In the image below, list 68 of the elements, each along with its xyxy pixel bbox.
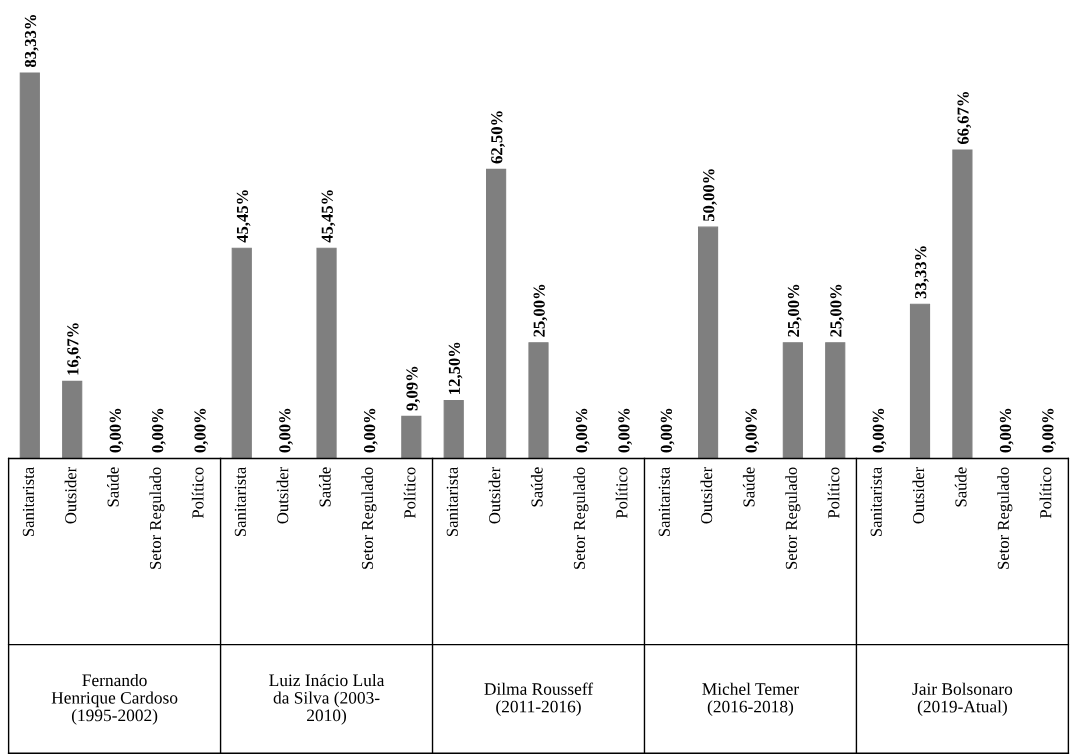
bar: [19, 72, 40, 459]
x-tick-label: Outsider: [912, 466, 925, 524]
x-tick-label: Político: [403, 467, 416, 519]
x-tick-label: Saúde: [530, 467, 543, 507]
x-tick-label: Sanitarista: [870, 466, 882, 536]
data-label: 0,00%: [194, 408, 209, 453]
x-tick-label: Saúde: [954, 467, 967, 507]
x-tick-label: Saúde: [107, 467, 119, 507]
x-tick-label: Sanitarista: [234, 466, 246, 536]
data-label: 0,00%: [745, 408, 760, 453]
bar: [528, 342, 549, 459]
data-label: 16,67%: [67, 323, 81, 375]
x-tick-label: Sanitarista: [658, 466, 670, 536]
data-label: 25,00%: [830, 284, 844, 337]
data-label: 0,00%: [575, 408, 590, 453]
text: Fernando Henrique Cardoso (1995-2002): [51, 673, 178, 725]
bar: [825, 342, 846, 459]
x-tick-label: Político: [615, 467, 628, 519]
bar: [782, 342, 803, 459]
x-tick-label: Saúde: [318, 467, 331, 507]
x-tick-label: Político: [1039, 467, 1052, 519]
bar: [401, 415, 422, 459]
data-label: 66,67%: [957, 92, 972, 145]
x-tick-label: Setor Regulado: [785, 467, 801, 569]
data-label: 25,00%: [787, 284, 802, 337]
x-tick-label: Outsider: [276, 466, 289, 524]
text: Michel Temer (2016-2018): [702, 682, 799, 716]
x-tick-label: Outsider: [700, 466, 713, 524]
data-label: 45,45%: [236, 190, 251, 243]
data-label: 0,00%: [872, 408, 887, 453]
text: Luiz Inácio Lula da Silva (2003- 2010): [269, 673, 385, 725]
bar: [62, 380, 83, 459]
data-label: 0,00%: [618, 408, 632, 453]
data-label: 25,00%: [533, 284, 548, 337]
data-label: 9,09%: [406, 366, 421, 411]
data-label: 33,33%: [915, 246, 929, 299]
bar: [909, 303, 931, 459]
x-tick-label: Outsider: [64, 466, 77, 524]
text: Jair Bolsonaro (2019-Atual): [912, 682, 1013, 716]
x-tick-label: Saúde: [742, 467, 755, 507]
x-tick-label: Outsider: [488, 466, 501, 524]
text: Dilma Rousseff (2011-2016): [484, 682, 594, 716]
bar: [316, 247, 337, 459]
data-label: 83,33%: [24, 15, 39, 68]
data-label: 0,00%: [1042, 408, 1056, 453]
x-tick-label: Setor Regulado: [361, 467, 377, 569]
x-tick-label: Político: [827, 467, 840, 519]
data-label: 50,00%: [703, 169, 717, 222]
bar: [697, 226, 719, 459]
bar: [486, 168, 507, 459]
bar: [443, 400, 464, 459]
data-label: 0,00%: [660, 408, 675, 453]
data-label: 45,45%: [321, 190, 336, 243]
bar: [231, 247, 252, 459]
bar: [952, 149, 973, 459]
data-label: 62,50%: [491, 111, 505, 164]
data-label: 0,00%: [363, 408, 378, 453]
data-label: 12,50%: [448, 342, 463, 394]
x-tick-label: Setor Regulado: [997, 467, 1013, 569]
data-label: 0,00%: [152, 408, 166, 453]
data-label: 0,00%: [109, 408, 124, 453]
x-tick-label: Sanitarista: [22, 466, 34, 536]
x-tick-label: Setor Regulado: [573, 467, 589, 569]
x-tick-label: Político: [191, 467, 204, 519]
data-label: 0,00%: [999, 408, 1014, 453]
data-label: 0,00%: [279, 408, 293, 453]
x-tick-label: Sanitarista: [446, 466, 458, 536]
x-tick-label: Setor Regulado: [149, 467, 165, 569]
